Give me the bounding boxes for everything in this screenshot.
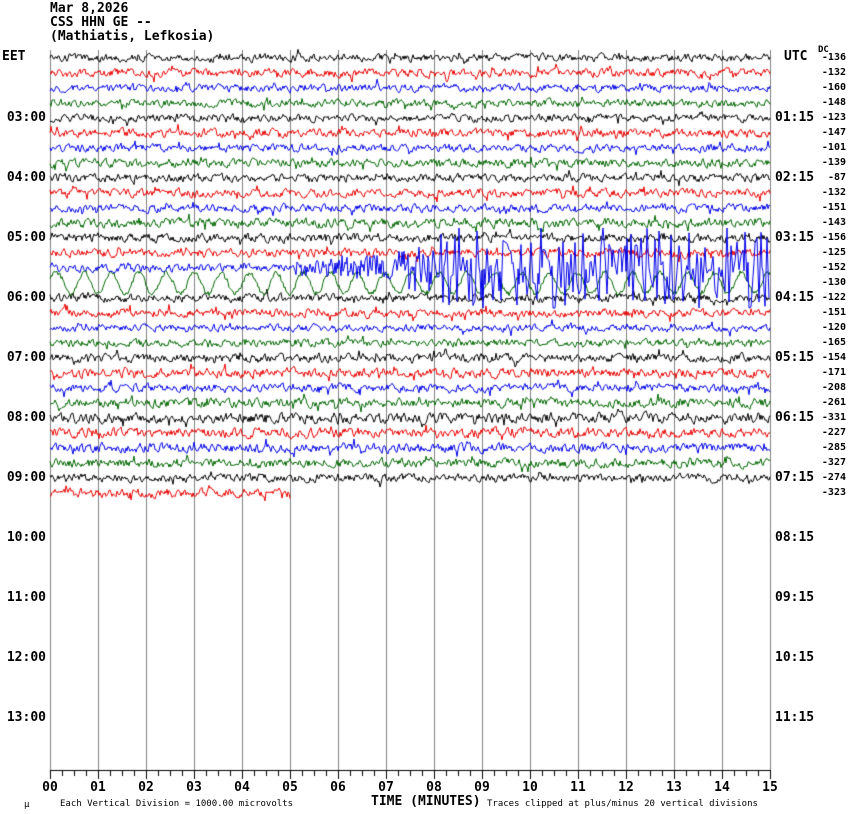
dc-offset-value: -143 <box>821 217 846 228</box>
minute-tick-label: 07 <box>378 780 394 795</box>
dc-offset-value: -327 <box>821 457 846 468</box>
dc-offset-value: -151 <box>821 307 846 318</box>
utc-time-label: 06:15 <box>775 410 815 425</box>
dc-offset-value: -132 <box>821 67 846 78</box>
dc-column-header: DC <box>818 45 829 55</box>
dc-offset-value: -331 <box>821 412 846 423</box>
minute-tick-label: 02 <box>138 780 154 795</box>
dc-offset-value: -132 <box>821 187 846 198</box>
clip-note: Traces clipped at plus/minus 20 vertical… <box>487 799 758 809</box>
eet-time-label: 10:00 <box>6 530 46 545</box>
header-station-code: CSS HHN GE -- <box>50 15 152 30</box>
utc-time-label: 05:15 <box>775 350 815 365</box>
eet-time-label: 12:00 <box>6 650 46 665</box>
dc-offset-value: -151 <box>821 202 846 213</box>
header-date: Mar 8,2026 <box>50 1 129 16</box>
utc-time-label: 08:15 <box>775 530 815 545</box>
eet-time-label: 04:00 <box>6 170 46 185</box>
dc-offset-value: -122 <box>821 292 846 303</box>
dc-offset-value: -147 <box>821 127 846 138</box>
minute-tick-label: 15 <box>762 780 778 795</box>
dc-offset-value: -171 <box>821 367 846 378</box>
minute-tick-label: 01 <box>90 780 106 795</box>
utc-time-label: 02:15 <box>775 170 815 185</box>
dc-offset-value: -148 <box>821 97 846 108</box>
mu-mark: μ <box>24 800 30 810</box>
utc-time-label: 10:15 <box>775 650 815 665</box>
x-axis-title: TIME (MINUTES) <box>371 794 481 809</box>
minute-tick-label: 10 <box>522 780 538 795</box>
dc-offset-value: -227 <box>821 427 846 438</box>
dc-offset-value: -323 <box>821 487 846 498</box>
utc-time-label: 09:15 <box>775 590 815 605</box>
dc-offset-value: -261 <box>821 397 846 408</box>
minute-tick-label: 06 <box>330 780 346 795</box>
vertical-scale-note: Each Vertical Division = 1000.00 microvo… <box>60 799 293 809</box>
dc-offset-value: -160 <box>821 82 846 93</box>
dc-offset-value: -156 <box>821 232 846 243</box>
dc-offset-value: -120 <box>821 322 846 333</box>
header-station-location: (Mathiatis, Lefkosia) <box>50 29 215 44</box>
utc-time-label: 01:15 <box>775 110 815 125</box>
minute-tick-label: 04 <box>234 780 250 795</box>
utc-time-label: 04:15 <box>775 290 815 305</box>
eet-time-label: 03:00 <box>6 110 46 125</box>
dc-offset-value: -101 <box>821 142 846 153</box>
dc-offset-value: -152 <box>821 262 846 273</box>
eet-time-label: 13:00 <box>6 710 46 725</box>
dc-offset-value: -154 <box>821 352 846 363</box>
right-timezone-label: UTC <box>784 49 808 64</box>
minute-tick-label: 14 <box>714 780 730 795</box>
eet-time-label: 05:00 <box>6 230 46 245</box>
minute-tick-label: 05 <box>282 780 298 795</box>
dc-offset-value: -139 <box>821 157 846 168</box>
dc-offset-value: -123 <box>821 112 846 123</box>
eet-time-label: 07:00 <box>6 350 46 365</box>
eet-time-label: 06:00 <box>6 290 46 305</box>
dc-offset-value: -208 <box>821 382 846 393</box>
minute-tick-label: 00 <box>42 780 58 795</box>
minute-tick-label: 12 <box>618 780 634 795</box>
dc-offset-value: -285 <box>821 442 846 453</box>
minute-tick-label: 13 <box>666 780 682 795</box>
eet-time-label: 09:00 <box>6 470 46 485</box>
eet-time-label: 11:00 <box>6 590 46 605</box>
dc-offset-value: -125 <box>821 247 846 258</box>
utc-time-label: 03:15 <box>775 230 815 245</box>
dc-offset-value: -165 <box>821 337 846 348</box>
minute-tick-label: 03 <box>186 780 202 795</box>
dc-offset-value: -130 <box>821 277 846 288</box>
dc-offset-value: -87 <box>827 172 846 183</box>
utc-time-label: 11:15 <box>775 710 815 725</box>
dc-offset-value: -136 <box>821 52 846 63</box>
dc-offset-value: -274 <box>821 472 846 483</box>
left-timezone-label: EET <box>2 49 26 64</box>
minute-tick-label: 11 <box>570 780 586 795</box>
minute-tick-label: 08 <box>426 780 442 795</box>
utc-time-label: 07:15 <box>775 470 815 485</box>
minute-tick-label: 09 <box>474 780 490 795</box>
eet-time-label: 08:00 <box>6 410 46 425</box>
